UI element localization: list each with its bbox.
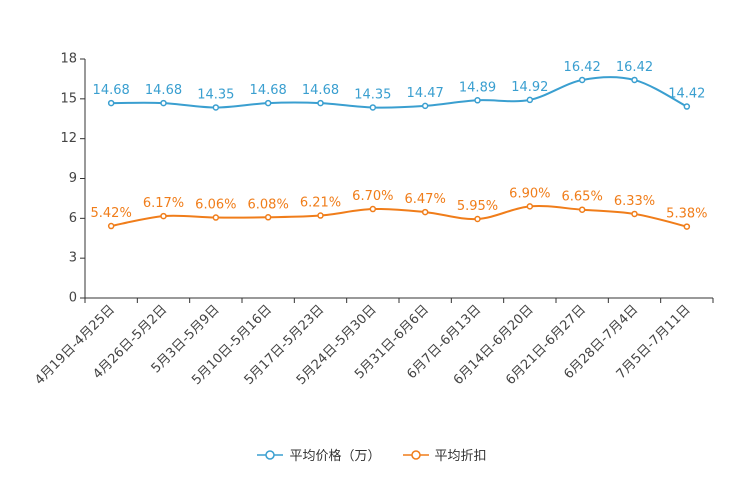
data-label: 14.47	[407, 86, 444, 101]
data-label: 14.89	[459, 80, 496, 95]
data-label: 6.47%	[405, 192, 446, 207]
data-label: 6.17%	[143, 196, 184, 211]
data-label: 14.42	[668, 87, 705, 102]
legend: 平均价格（万） 平均折扣	[0, 445, 744, 464]
data-label: 6.65%	[562, 190, 603, 205]
data-point	[212, 104, 220, 111]
legend-label-discount: 平均折扣	[434, 449, 487, 464]
series-line-discount	[110, 205, 688, 228]
legend-item-discount[interactable]: 平均折扣	[402, 445, 487, 464]
data-label-layer: 14.68 14.68 14.35 14.68 14.68 14.35 14.47 14.89…	[91, 60, 708, 222]
data-label: 16.42	[564, 60, 601, 75]
data-point	[421, 208, 429, 216]
y-tick-label: 12	[60, 131, 77, 146]
series-layer	[107, 76, 691, 230]
data-label: 14.68	[302, 83, 339, 98]
data-label: 16.42	[616, 60, 653, 75]
data-label: 14.35	[197, 87, 234, 102]
legend-line-circle-icon	[402, 449, 429, 460]
legend-label-price: 平均价格（万）	[289, 449, 381, 464]
data-label: 14.68	[250, 83, 287, 98]
data-label: 6.70%	[352, 189, 393, 204]
data-label: 5.38%	[666, 207, 707, 222]
data-label: 14.68	[93, 83, 130, 98]
data-point	[107, 222, 115, 230]
y-tick-label: 3	[69, 251, 77, 266]
data-label: 14.35	[354, 87, 391, 102]
data-point	[526, 96, 534, 104]
data-label: 5.42%	[91, 206, 132, 221]
legend-line-circle-icon	[257, 449, 284, 460]
line-chart: 03691215184月19日-4月25日4月26日-5月2日5月3日-5月9日…	[32, 52, 714, 388]
data-point	[631, 210, 638, 218]
data-point	[317, 212, 324, 219]
data-point	[474, 215, 481, 223]
y-tick-label: 9	[69, 171, 77, 186]
data-point	[264, 99, 272, 107]
data-point	[369, 205, 377, 213]
data-point	[160, 212, 167, 220]
data-point	[317, 99, 324, 107]
data-label: 14.92	[511, 80, 548, 95]
data-point	[160, 99, 167, 107]
y-tick-label: 18	[60, 52, 77, 67]
data-point	[683, 103, 691, 110]
data-point	[107, 99, 115, 107]
y-tick-label: 6	[69, 211, 77, 226]
data-label: 5.95%	[457, 199, 498, 214]
data-point	[264, 214, 272, 221]
data-label: 14.68	[145, 83, 182, 98]
data-point	[683, 223, 691, 230]
data-point	[369, 104, 377, 111]
series-line-price	[111, 76, 688, 109]
data-point	[578, 76, 586, 84]
data-point	[212, 214, 220, 221]
data-label: 6.33%	[614, 194, 655, 209]
data-point	[526, 203, 534, 210]
legend-item-price[interactable]: 平均价格（万）	[257, 445, 381, 464]
data-label: 6.21%	[300, 196, 341, 211]
data-point	[631, 76, 638, 84]
data-point	[474, 97, 481, 104]
data-point	[421, 102, 429, 110]
data-label: 6.08%	[248, 197, 289, 212]
data-label: 6.90%	[509, 186, 550, 201]
data-label: 6.06%	[195, 198, 236, 213]
data-point	[578, 206, 586, 213]
y-tick-label: 15	[60, 91, 77, 106]
y-tick-label: 0	[69, 291, 77, 306]
